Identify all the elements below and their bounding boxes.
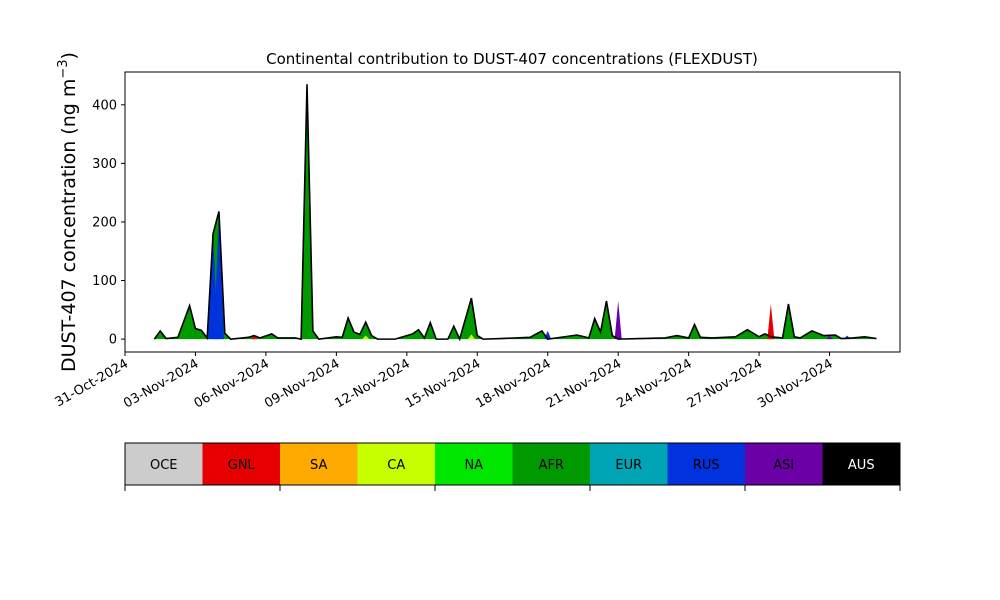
legend-swatch-aus xyxy=(822,443,901,485)
x-tick-label: 06-Nov-2024 xyxy=(192,356,272,411)
area-CA-0 xyxy=(467,334,475,340)
legend-swatch-sa xyxy=(280,443,358,485)
legend-label-oce: OCE xyxy=(150,458,178,473)
x-tick-label: 18-Nov-2024 xyxy=(473,356,553,411)
y-tick-label: 400 xyxy=(92,98,117,113)
area-GNL-0 xyxy=(250,335,258,340)
x-tick-label: 09-Nov-2024 xyxy=(262,356,342,411)
area-ASI-0 xyxy=(614,301,622,340)
x-tick-label: 12-Nov-2024 xyxy=(333,356,413,411)
legend-swatch-oce xyxy=(125,443,203,485)
legend-swatch-afr xyxy=(512,443,591,485)
x-tick-label: 15-Nov-2024 xyxy=(403,356,483,411)
legend-frame xyxy=(124,442,901,486)
chart-title: Continental contribution to DUST-407 con… xyxy=(266,50,758,68)
plot-area xyxy=(124,71,901,353)
legend-label-na: NA xyxy=(464,458,483,473)
y-tick-label: 100 xyxy=(92,274,117,289)
legend-swatch-eur xyxy=(590,443,668,485)
x-axis: 31-Oct-202403-Nov-202406-Nov-202409-Nov-… xyxy=(53,352,836,411)
legend-label-afr: AFR xyxy=(539,458,564,473)
plot-frame xyxy=(124,71,901,353)
legend-label-ca: CA xyxy=(387,458,405,473)
legend-swatch-ca xyxy=(357,443,436,485)
region-legend: OCE GNL SA CA NA AFR EUR RUS ASI AUS xyxy=(124,442,901,491)
x-tick-label: 03-Nov-2024 xyxy=(121,356,201,411)
legend-swatch-asi xyxy=(745,443,823,485)
legend-swatch-gnl xyxy=(202,443,281,485)
area-fills xyxy=(154,84,877,340)
x-tick-label: 27-Nov-2024 xyxy=(685,356,765,411)
x-tick-label: 21-Nov-2024 xyxy=(544,356,624,411)
y-axis: 0 100 200 300 400 xyxy=(92,98,125,348)
y-axis-label: DUST-407 concentration (ng m−3) xyxy=(56,52,80,372)
legend-swatch-rus xyxy=(667,443,746,485)
y-tick-label: 300 xyxy=(92,157,117,172)
area-AFR xyxy=(154,84,877,340)
legend-label-gnl: GNL xyxy=(228,458,256,473)
y-tick-label: 200 xyxy=(92,215,117,230)
legend-swatch-na xyxy=(435,443,513,485)
area-GNL-1 xyxy=(767,303,775,340)
legend-label-rus: RUS xyxy=(693,458,720,473)
x-tick-label: 24-Nov-2024 xyxy=(614,356,694,411)
legend-label-eur: EUR xyxy=(615,458,642,473)
x-tick-label: 30-Nov-2024 xyxy=(755,356,835,411)
legend-label-sa: SA xyxy=(310,458,327,473)
legend-label-asi: ASI xyxy=(773,458,794,473)
area-CA-1 xyxy=(362,335,370,340)
area-RUS-1 xyxy=(213,211,224,340)
area-ASI-1 xyxy=(826,335,834,340)
legend-label-aus: AUS xyxy=(848,458,875,473)
y-tick-label: 0 xyxy=(109,333,117,348)
total-envelope-line xyxy=(153,84,877,342)
